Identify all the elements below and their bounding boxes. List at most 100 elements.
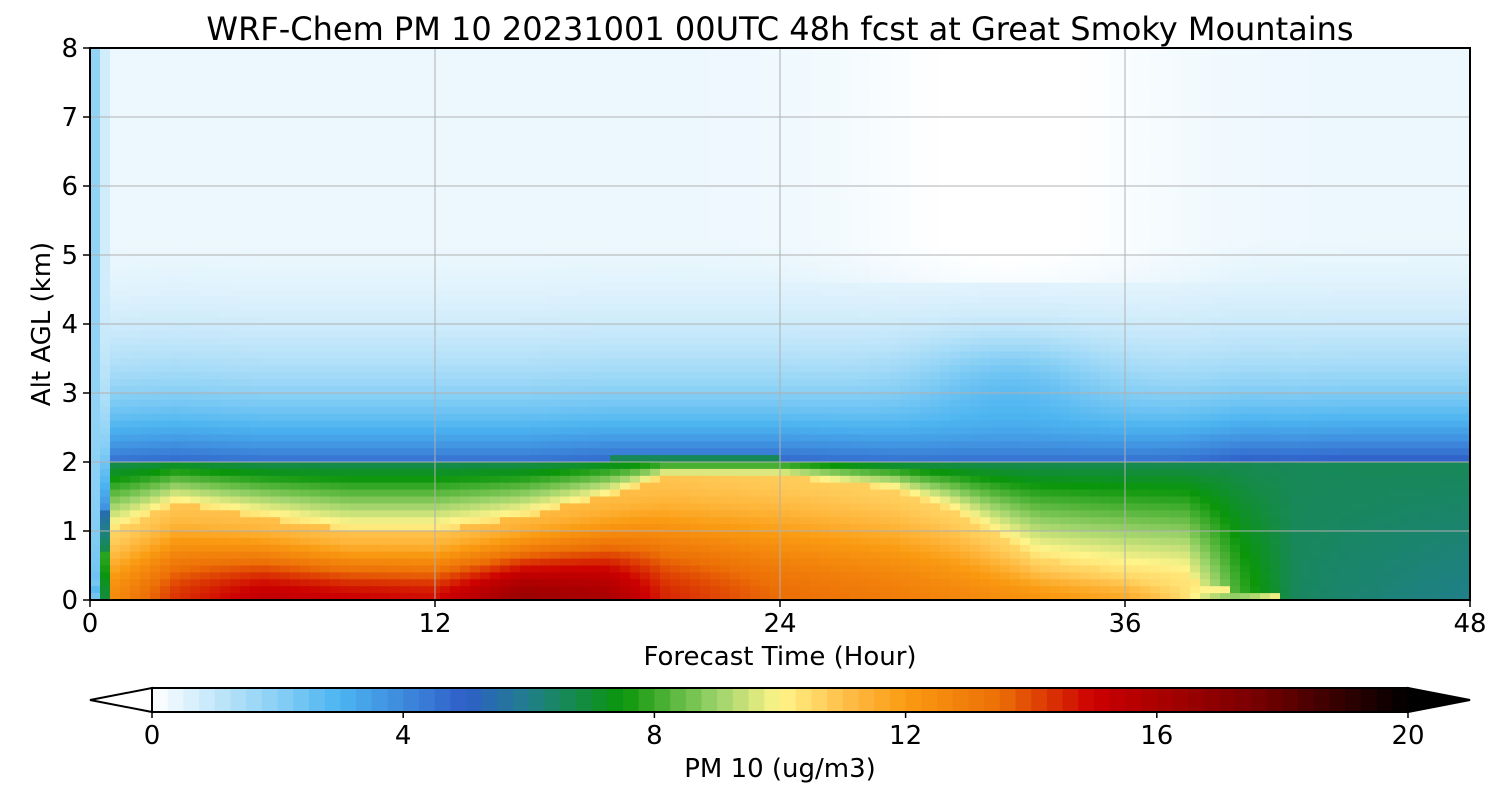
heatmap-cell xyxy=(450,413,461,422)
heatmap-cell xyxy=(440,448,451,456)
heatmap-cell xyxy=(680,227,691,235)
heatmap-cell xyxy=(560,579,571,587)
heatmap-cell xyxy=(450,586,461,594)
heatmap-cell xyxy=(500,54,511,63)
heatmap-cell xyxy=(670,379,681,387)
heatmap-cell xyxy=(410,510,421,518)
heatmap-cell xyxy=(660,351,671,360)
heatmap-cell xyxy=(560,551,571,560)
heatmap-cell xyxy=(680,593,691,600)
heatmap-cell xyxy=(660,48,671,56)
heatmap-cell xyxy=(410,206,421,215)
heatmap-cell xyxy=(530,199,541,208)
heatmap-cell xyxy=(260,489,271,498)
heatmap-cell xyxy=(580,503,591,511)
heatmap-cell xyxy=(90,110,101,118)
heatmap-cell xyxy=(240,517,251,525)
heatmap-cell xyxy=(330,213,341,222)
heatmap-cell xyxy=(140,572,151,580)
heatmap-cell xyxy=(300,89,311,97)
heatmap-cell xyxy=(660,186,671,194)
heatmap-cell xyxy=(660,510,671,518)
heatmap-cell xyxy=(190,206,201,215)
heatmap-cell xyxy=(630,330,641,339)
heatmap-cell xyxy=(630,172,641,180)
heatmap-cell xyxy=(290,303,301,311)
heatmap-cell xyxy=(190,517,201,525)
heatmap-cell xyxy=(470,255,481,263)
heatmap-cell xyxy=(110,220,121,228)
heatmap-cell xyxy=(610,393,621,401)
heatmap-cell xyxy=(480,89,491,97)
heatmap-cell xyxy=(490,365,501,373)
heatmap-cell xyxy=(390,137,401,146)
heatmap-cell xyxy=(670,206,681,215)
heatmap-cell xyxy=(540,165,551,173)
heatmap-cell xyxy=(610,406,621,415)
heatmap-cell xyxy=(260,234,271,242)
heatmap-cell xyxy=(180,462,191,470)
heatmap-cell xyxy=(140,75,151,84)
heatmap-cell xyxy=(390,372,401,380)
heatmap-cell xyxy=(580,358,591,366)
heatmap-cell xyxy=(380,344,391,353)
heatmap-cell xyxy=(110,496,121,504)
heatmap-cell xyxy=(350,510,361,518)
heatmap-cell xyxy=(250,261,261,270)
heatmap-cell xyxy=(470,489,481,498)
heatmap-cell xyxy=(480,144,491,153)
heatmap-cell xyxy=(530,551,541,560)
heatmap-cell xyxy=(390,144,401,153)
heatmap-cell xyxy=(100,489,111,498)
heatmap-cell xyxy=(560,324,571,332)
heatmap-cell xyxy=(500,96,511,104)
heatmap-cell xyxy=(690,82,701,90)
heatmap-cell xyxy=(410,524,421,532)
heatmap-cell xyxy=(100,261,111,270)
heatmap-cell xyxy=(530,420,541,429)
heatmap-cell xyxy=(310,227,321,235)
heatmap-cell xyxy=(400,330,411,339)
heatmap-cell xyxy=(640,151,651,159)
heatmap-cell xyxy=(180,372,191,380)
heatmap-cell xyxy=(150,172,161,180)
heatmap-cell xyxy=(590,358,601,366)
heatmap-cell xyxy=(300,317,311,325)
heatmap-cell xyxy=(510,413,521,422)
heatmap-cell xyxy=(210,420,221,429)
heatmap-cell xyxy=(620,406,631,415)
heatmap-cell xyxy=(710,213,721,222)
heatmap-cell xyxy=(560,158,571,166)
heatmap-cell xyxy=(630,517,641,525)
heatmap-cell xyxy=(510,372,521,380)
heatmap-cell xyxy=(500,434,511,442)
heatmap-cell xyxy=(130,379,141,387)
heatmap-cell xyxy=(350,220,361,228)
heatmap-cell xyxy=(340,517,351,525)
heatmap-cell xyxy=(690,317,701,325)
heatmap-cell xyxy=(380,365,391,373)
heatmap-cell xyxy=(240,455,251,463)
heatmap-cell xyxy=(130,61,141,70)
heatmap-cell xyxy=(710,103,721,111)
heatmap-cell xyxy=(120,413,131,422)
heatmap-cell xyxy=(550,468,561,477)
heatmap-cell xyxy=(630,123,641,132)
heatmap-cell xyxy=(660,372,671,380)
heatmap-cell xyxy=(550,103,561,111)
heatmap-cell xyxy=(640,441,651,449)
heatmap-cell xyxy=(480,282,491,291)
heatmap-cell xyxy=(640,192,651,201)
heatmap-cell xyxy=(290,268,301,277)
heatmap-cell xyxy=(400,179,411,187)
heatmap-cell xyxy=(230,248,241,256)
heatmap-cell xyxy=(710,261,721,270)
heatmap-cell xyxy=(630,510,641,518)
heatmap-cell xyxy=(560,165,571,173)
heatmap-cell xyxy=(140,130,151,139)
heatmap-cell xyxy=(610,427,621,435)
heatmap-cell xyxy=(690,372,701,380)
heatmap-cell xyxy=(270,441,281,449)
heatmap-cell xyxy=(220,68,231,77)
heatmap-cell xyxy=(640,524,651,532)
